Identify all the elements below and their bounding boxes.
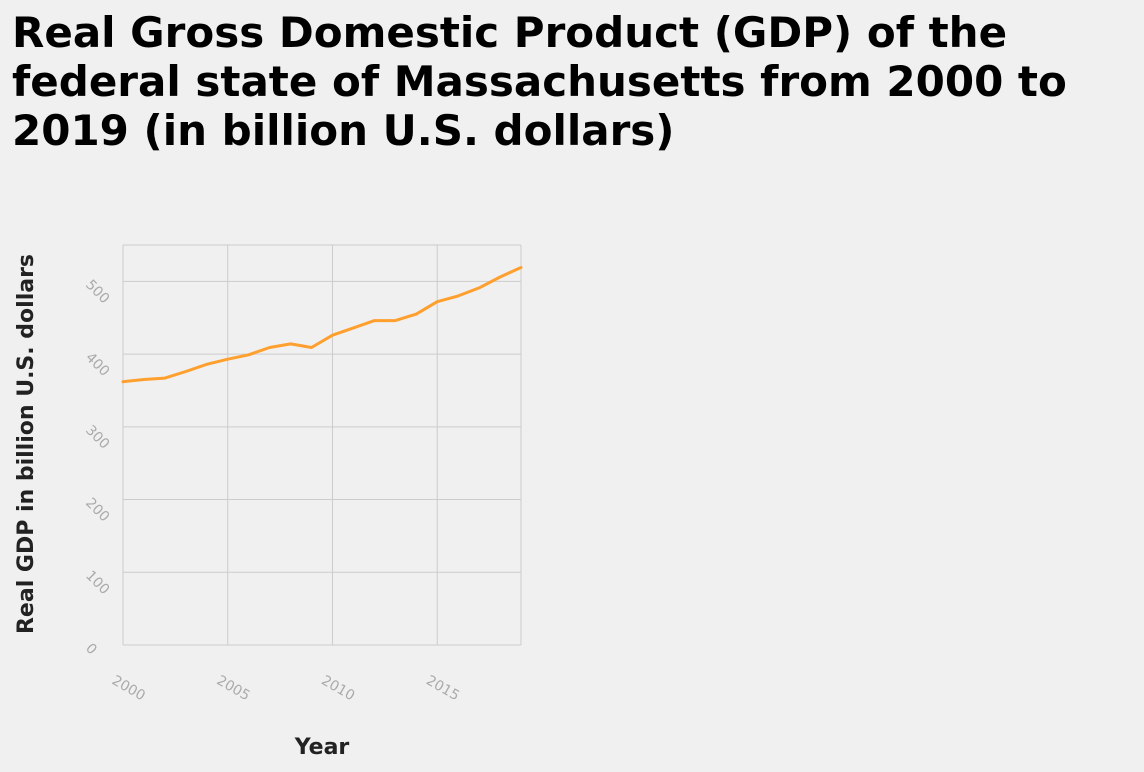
x-axis-title: Year [294, 735, 350, 760]
x-tick-label-2015: 2015 [423, 673, 462, 705]
x-tick-labels: 2000 2005 2010 2015 [109, 673, 462, 705]
y-tick-label-500: 500 [82, 277, 112, 307]
y-tick-label-300: 300 [82, 422, 112, 452]
y-tick-labels: 0 100 200 300 400 500 [82, 277, 112, 658]
grid-lines [122, 244, 522, 646]
y-tick-label-100: 100 [82, 568, 112, 598]
x-tick-label-2005: 2005 [214, 673, 253, 705]
series-line-0 [121, 266, 523, 384]
y-axis-title: Real GDP in billion U.S. dollars [14, 254, 39, 634]
y-tick-label-0: 0 [82, 641, 100, 659]
series-line-group [121, 266, 523, 384]
y-tick-label-200: 200 [82, 495, 112, 525]
chart-title: Real Gross Domestic Product (GDP) of the… [12, 8, 1067, 155]
y-tick-label-400: 400 [82, 350, 112, 380]
x-tick-label-2010: 2010 [318, 673, 357, 705]
x-tick-label-2000: 2000 [109, 673, 148, 705]
